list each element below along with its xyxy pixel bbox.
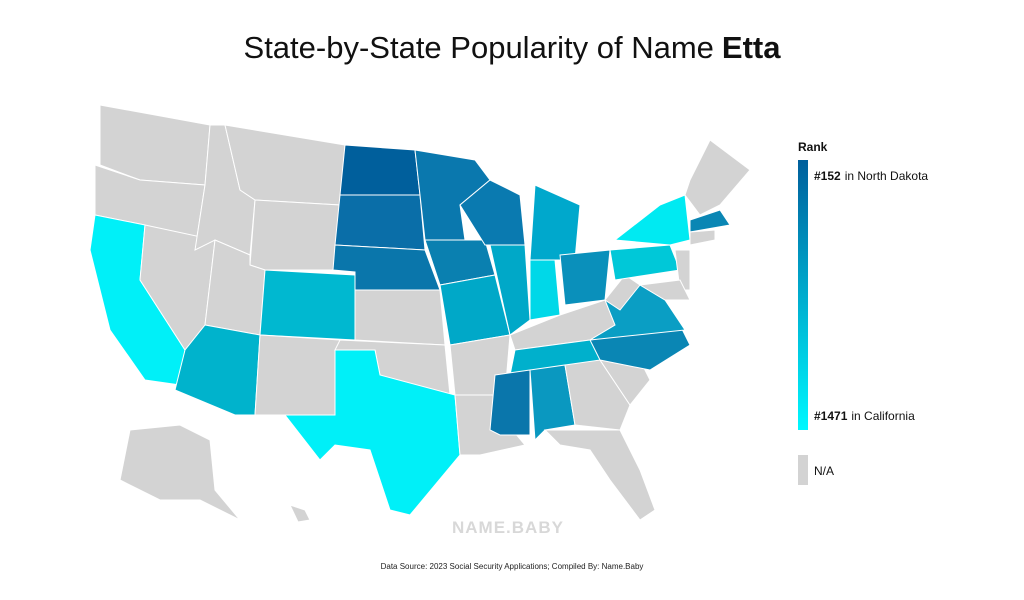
legend-gradient [798,160,808,430]
legend-top: #152 in North Dakota [814,169,928,183]
title: State-by-State Popularity of Name Etta [0,30,1024,66]
footer: Data Source: 2023 Social Security Applic… [380,562,644,571]
legend-na: N/A [814,464,835,478]
legend-top-rank: #152 [814,169,841,183]
legend-top-label: in North Dakota [844,169,929,183]
title-name: Etta [721,30,781,65]
legend-bottom-rank: #1471 [814,409,848,423]
legend-title: Rank [798,140,828,154]
states [89,104,751,523]
legend-bottom: #1471 in California [814,409,915,423]
watermark: NAME.BABY [452,518,564,537]
title-prefix: State-by-State Popularity of Name [243,30,714,65]
legend-bottom-label: in California [851,409,915,423]
legend-na-swatch [798,455,808,485]
